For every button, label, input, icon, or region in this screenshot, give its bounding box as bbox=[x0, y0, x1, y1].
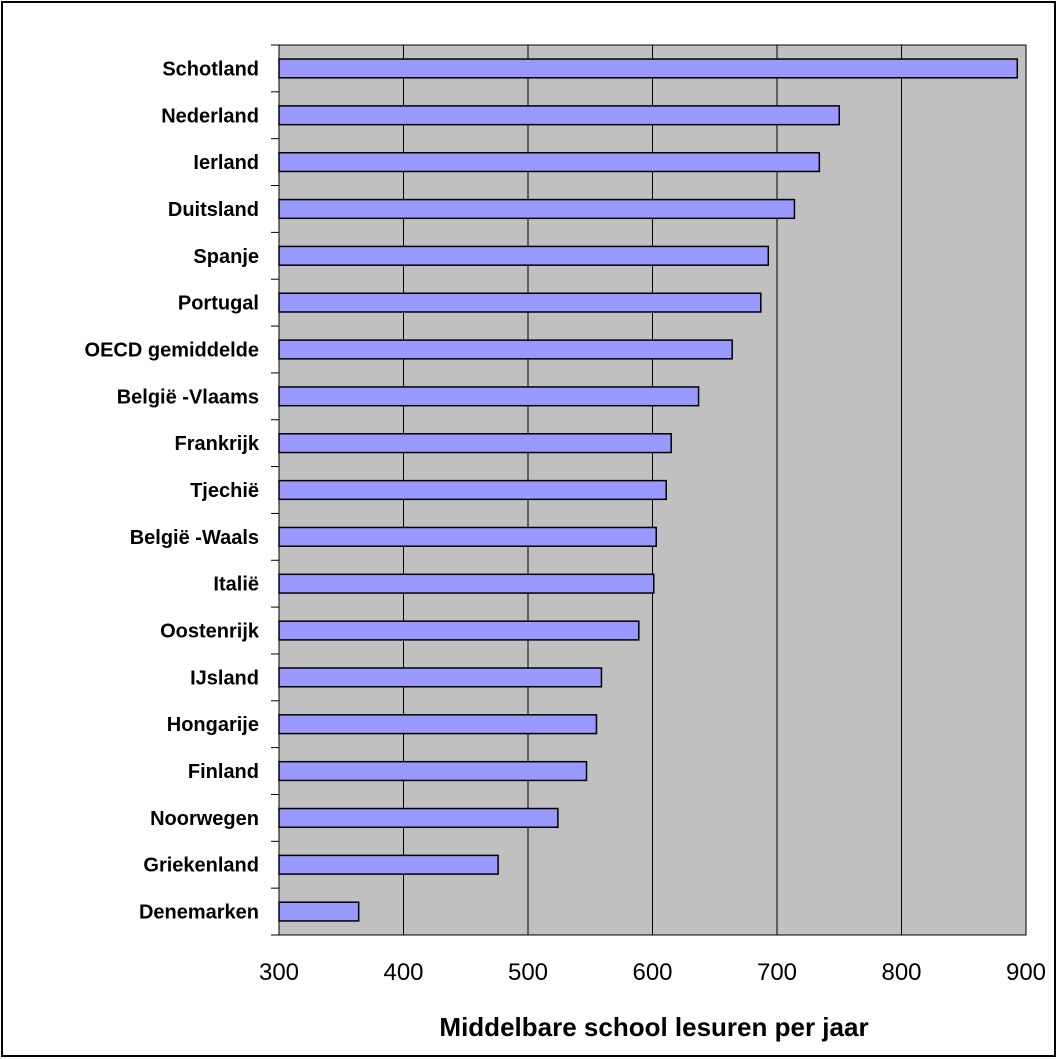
category-label-2: Ierland bbox=[193, 152, 259, 174]
x-tick-label-600: 600 bbox=[632, 959, 672, 986]
category-label-4: Spanje bbox=[193, 246, 259, 268]
bar-7 bbox=[278, 386, 700, 407]
category-label-14: Hongarije bbox=[167, 714, 259, 736]
bar-3 bbox=[278, 198, 796, 220]
x-axis-tick-labels: 300 400 500 600 700 800 900 bbox=[259, 959, 1046, 986]
category-label-15: Finland bbox=[188, 761, 259, 783]
bar-17 bbox=[278, 854, 499, 875]
bar-9 bbox=[278, 479, 667, 501]
bar-16 bbox=[278, 807, 559, 829]
x-tick-label-300: 300 bbox=[259, 959, 299, 986]
category-label-11: Italië bbox=[213, 574, 259, 596]
category-label-1: Nederland bbox=[161, 105, 259, 127]
category-label-10: België -Waals bbox=[130, 527, 259, 549]
category-label-9: Tjechië bbox=[190, 480, 259, 502]
category-label-3: Duitsland bbox=[168, 199, 259, 221]
bar-2 bbox=[278, 151, 821, 173]
bar-4 bbox=[278, 245, 770, 266]
bar-18 bbox=[278, 901, 360, 922]
category-label-17: Griekenland bbox=[143, 855, 259, 877]
x-tick-label-400: 400 bbox=[383, 959, 423, 986]
category-label-13: IJsland bbox=[190, 667, 259, 689]
category-label-18: Denemarken bbox=[139, 902, 259, 924]
x-tick-label-700: 700 bbox=[757, 959, 797, 986]
category-label-7: België -Vlaams bbox=[117, 386, 259, 408]
bar-10 bbox=[278, 526, 657, 547]
category-label-12: Oostenrijk bbox=[160, 621, 260, 643]
y-axis-ticks bbox=[271, 44, 279, 936]
bar-1 bbox=[278, 105, 840, 126]
bar-5 bbox=[278, 292, 762, 313]
bar-0 bbox=[278, 58, 1019, 79]
x-axis-title: Middelbare school lesuren per jaar bbox=[439, 1012, 868, 1042]
bar-14 bbox=[278, 714, 598, 735]
x-tick-label-800: 800 bbox=[881, 959, 921, 986]
bar-8 bbox=[278, 433, 672, 454]
x-tick-label-900: 900 bbox=[1006, 959, 1046, 986]
category-label-0: Schotland bbox=[162, 58, 259, 80]
bar-15 bbox=[278, 760, 588, 782]
bars bbox=[278, 58, 1019, 922]
category-label-8: Frankrijk bbox=[175, 433, 260, 455]
category-label-16: Noorwegen bbox=[150, 808, 259, 830]
bar-6 bbox=[278, 339, 733, 360]
bar-13 bbox=[278, 667, 603, 688]
category-label-5: Portugal bbox=[178, 293, 259, 315]
x-tick-label-500: 500 bbox=[508, 959, 548, 986]
bar-11 bbox=[278, 573, 655, 594]
bar-12 bbox=[278, 620, 640, 641]
category-labels: Schotland Nederland Ierland Duitsland Spanje… bbox=[85, 58, 260, 923]
category-label-6: OECD gemiddelde bbox=[85, 339, 259, 361]
